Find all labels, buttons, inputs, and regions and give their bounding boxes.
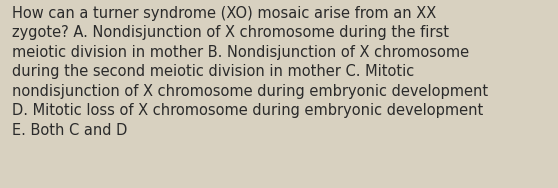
Text: How can a turner syndrome (XO) mosaic arise from an XX
zygote? A. Nondisjunction: How can a turner syndrome (XO) mosaic ar… — [12, 6, 488, 138]
